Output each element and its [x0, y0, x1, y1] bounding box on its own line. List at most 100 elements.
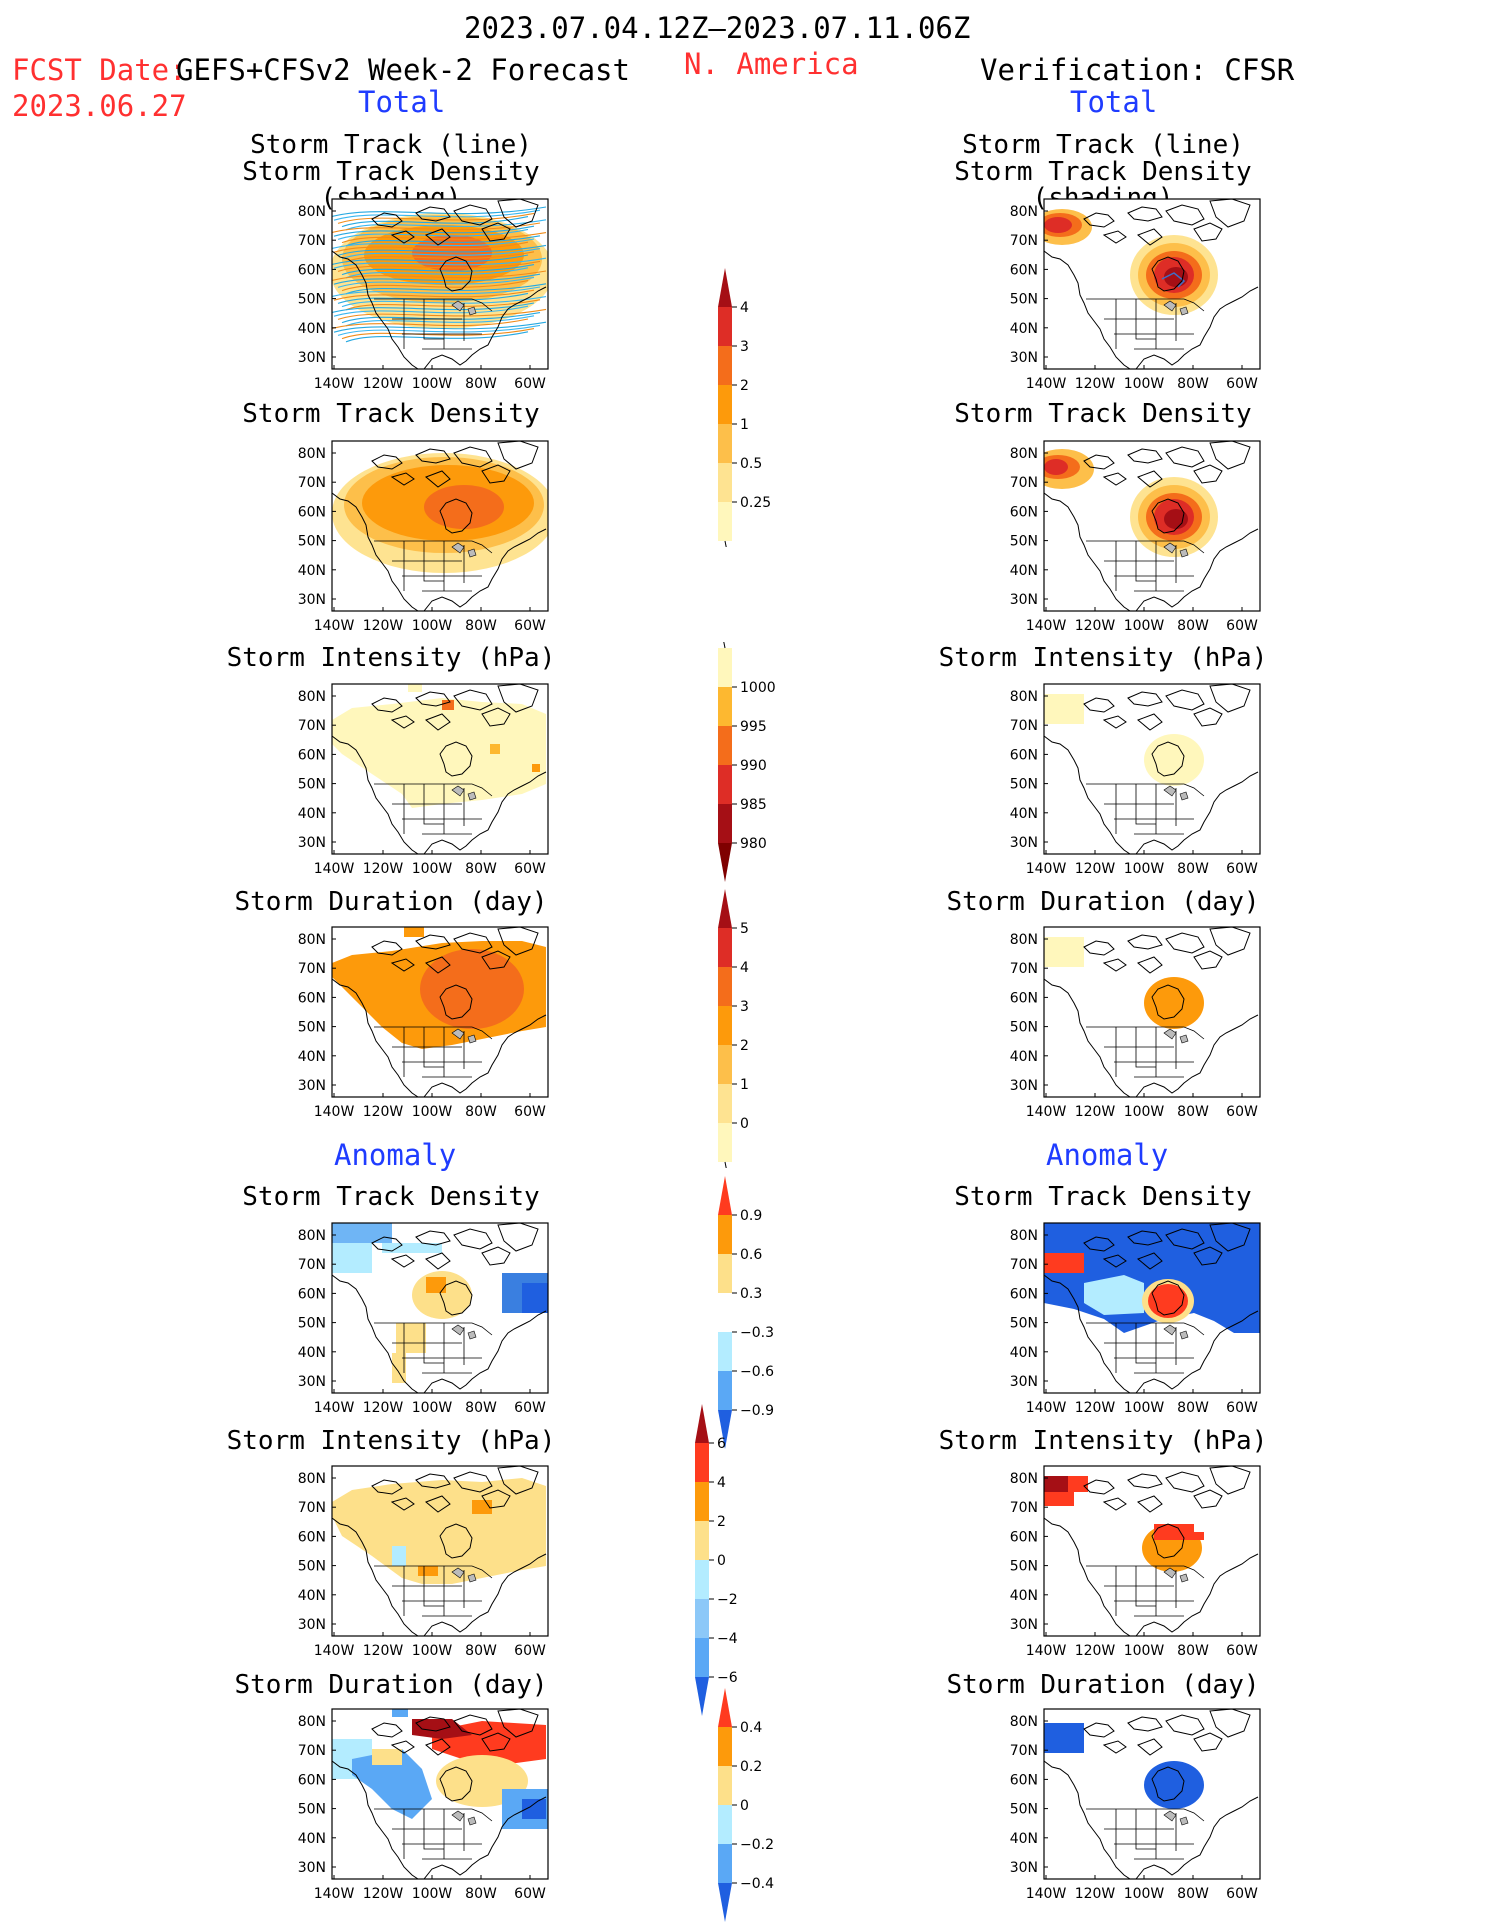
lat-tick-label: 70N	[1010, 1257, 1038, 1273]
lat-tick-label: 60N	[298, 262, 326, 278]
colorbar-anom-duration: 0.4 0.2 0 −0.2 −0.4	[718, 1682, 798, 1932]
lon-tick-label: 140W	[1026, 1643, 1067, 1659]
lon-tick-label: 80W	[465, 1643, 497, 1659]
lon-tick-label: 60W	[1226, 1400, 1258, 1416]
colorbar-swatch	[695, 1521, 709, 1560]
colorbar-swatch	[695, 1677, 709, 1716]
colorbar-swatch	[718, 967, 732, 1006]
lon-tick-label: 60W	[514, 1400, 546, 1416]
lon-tick-label: 140W	[1026, 1104, 1067, 1120]
lat-tick-label: 30N	[298, 1617, 326, 1633]
colorbar-label: 0.2	[740, 1759, 762, 1775]
map-svg: 80N 70N 60N 50N 40N 30N 140W 120W 100W 80W 60W	[1010, 1222, 1261, 1416]
lon-tick-label: 120W	[1075, 618, 1116, 634]
colorbar-swatch	[718, 1254, 732, 1293]
lon-tick-label: 120W	[1075, 376, 1116, 392]
lat-tick-label: 30N	[1010, 1617, 1038, 1633]
map-frame	[331, 440, 549, 612]
map-shading	[1044, 1723, 1204, 1809]
lon-tick-label: 60W	[1226, 1643, 1258, 1659]
map-svg: 80N 70N 60N 50N 40N 30N 140W 120W 100W 80W 60W	[298, 683, 549, 877]
panel-title-left-duration: Storm Duration (day)	[234, 887, 548, 917]
map-shading	[1044, 209, 1218, 315]
map-svg: 80N 70N 60N 50N 40N 30N 140W 120W 100W 80W 60W	[298, 926, 549, 1120]
colorbar-label: 980	[740, 836, 767, 852]
colorbar-swatch	[718, 648, 732, 687]
lon-tick-label: 80W	[465, 1886, 497, 1902]
map-right-density: 80N 70N 60N 50N 40N 30N 140W 120W 100W 80W 60W	[994, 437, 1270, 645]
colorbar-swatch	[718, 1176, 732, 1215]
lat-tick-label: 50N	[298, 292, 326, 308]
map-frame	[331, 1708, 549, 1880]
panel-title-line2: Storm Track Density (shading)	[954, 156, 1252, 214]
map-frame	[1043, 683, 1261, 855]
lon-tick-label: 60W	[514, 1643, 546, 1659]
lat-tick-label: 50N	[298, 1559, 326, 1575]
lat-tick-label: 30N	[1010, 1860, 1038, 1876]
colorbar-label: 990	[740, 758, 767, 774]
map-frame	[331, 683, 549, 855]
coastline	[1044, 199, 1259, 369]
lon-tick-label: 80W	[465, 376, 497, 392]
lat-tick-label: 30N	[1010, 835, 1038, 851]
colorbar-label: 0.9	[740, 1208, 762, 1224]
lon-tick-label: 120W	[363, 861, 404, 877]
map-shading	[1044, 1223, 1260, 1333]
lat-tick-label: 50N	[298, 777, 326, 793]
colorbar-swatch	[718, 804, 732, 843]
panel-title-left-track: Storm Track (line) Storm Track Density (…	[171, 132, 611, 212]
coastline	[332, 1223, 547, 1393]
panel-title-left-anom-density: Storm Track Density	[242, 1182, 540, 1212]
lat-tick-label: 40N	[298, 563, 326, 579]
lon-tick-label: 140W	[314, 1400, 355, 1416]
lon-tick-label: 120W	[363, 1643, 404, 1659]
colorbar-swatch	[695, 1443, 709, 1482]
panel-title-right-duration: Storm Duration (day)	[946, 887, 1260, 917]
lat-tick-label: 80N	[1010, 1471, 1038, 1487]
coastline	[1044, 1466, 1259, 1636]
map-frame	[331, 1222, 549, 1394]
lon-tick-label: 100W	[1124, 1886, 1165, 1902]
lon-tick-label: 100W	[412, 618, 453, 634]
colorbar-label: −2	[717, 1592, 738, 1608]
region-label: N. America	[684, 47, 859, 81]
lon-tick-label: 120W	[1075, 861, 1116, 877]
colorbar-label: 2	[717, 1514, 726, 1530]
colorbar-swatch	[718, 1215, 732, 1254]
colorbar-label: −0.6	[740, 1364, 774, 1380]
map-svg: 80N 70N 60N 50N 40N 30N 140W 120W 100W 80W 60W	[1010, 1465, 1261, 1659]
lon-tick-label: 80W	[1177, 861, 1209, 877]
colorbar-anom-intensity: 6 4 2 0 −2 −4 −6	[695, 1398, 775, 1726]
lon-tick-label: 140W	[1026, 376, 1067, 392]
colorbar-label: 1000	[740, 680, 776, 696]
lat-tick-label: 30N	[298, 1860, 326, 1876]
colorbar-swatch	[718, 1293, 732, 1332]
map-left-anom-duration: 80N 70N 60N 50N 40N 30N 140W 120W 100W 80W 60W	[282, 1705, 558, 1913]
lon-tick-label: 60W	[1226, 1104, 1258, 1120]
lat-tick-label: 70N	[298, 718, 326, 734]
colorbar-label: 1	[740, 417, 749, 433]
lat-tick-label: 80N	[298, 689, 326, 705]
colorbar-label: 5	[740, 921, 749, 937]
colorbar-label: 0.4	[740, 1720, 762, 1736]
coastline	[1044, 1709, 1259, 1879]
coastline	[1044, 1223, 1259, 1393]
map-frame	[1043, 1465, 1261, 1637]
lon-tick-label: 120W	[363, 1886, 404, 1902]
lon-tick-label: 80W	[465, 1104, 497, 1120]
map-frame	[331, 1465, 549, 1637]
lat-tick-label: 70N	[1010, 1743, 1038, 1759]
map-svg: 80N 70N 60N 50N 40N 30N 140W 120W 100W 80W 60W	[1010, 198, 1261, 392]
colorbar-label: 985	[740, 797, 767, 813]
panel-title-right-intensity: Storm Intensity (hPa)	[938, 643, 1268, 673]
map-svg: 80N 70N 60N 50N 40N 30N 140W 120W 100W 80W 60W	[298, 1708, 549, 1902]
lat-tick-label: 40N	[1010, 321, 1038, 337]
lat-tick-label: 60N	[298, 747, 326, 763]
colorbar-label: 1	[740, 1077, 749, 1093]
lat-tick-label: 70N	[1010, 961, 1038, 977]
colorbar-swatch	[718, 1084, 732, 1123]
colorbar-swatch	[718, 726, 732, 765]
colorbar-swatch	[718, 687, 732, 726]
lat-tick-label: 60N	[1010, 1529, 1038, 1545]
verification-label: Verification: CFSR	[980, 53, 1295, 87]
